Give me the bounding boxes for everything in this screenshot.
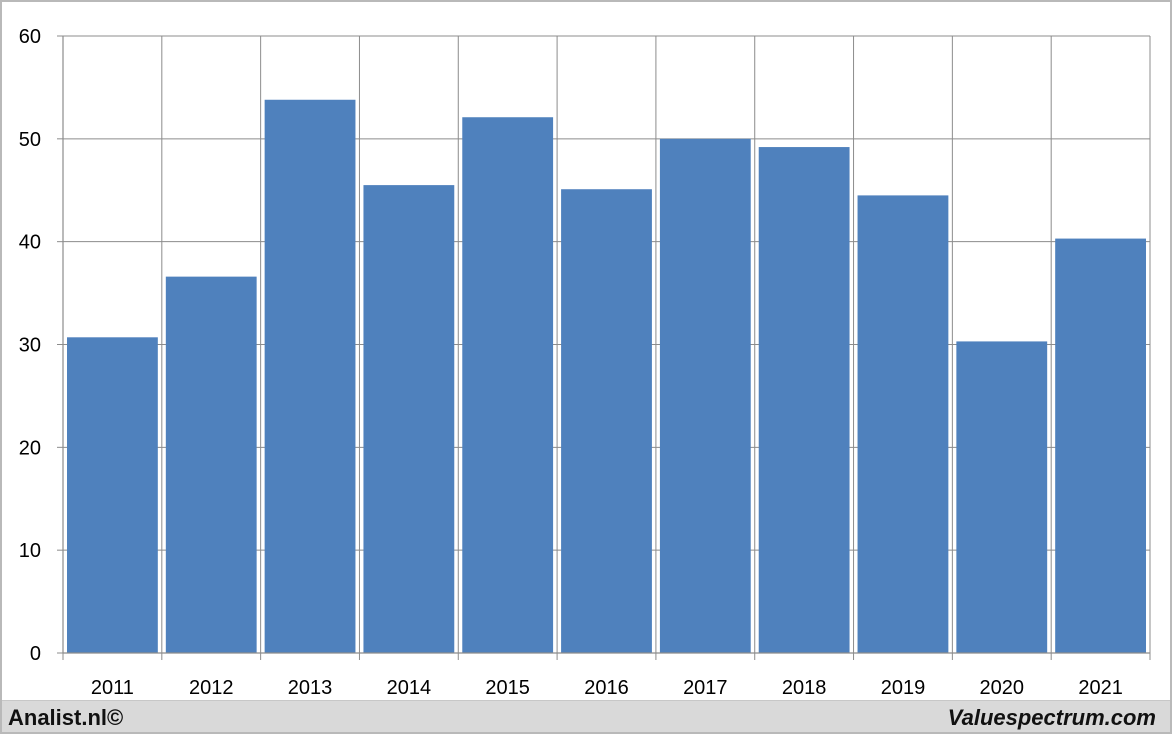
y-tick-label: 60 (19, 26, 41, 48)
bar-2014 (363, 185, 455, 653)
x-tick-label: 2020 (980, 677, 1025, 699)
y-tick-label: 0 (30, 643, 41, 665)
bar-2013 (264, 99, 356, 654)
x-tick-label: 2016 (584, 677, 629, 699)
y-tick-label: 30 (19, 335, 41, 357)
x-tick-label: 2017 (683, 677, 728, 699)
bar-2018 (758, 147, 850, 653)
x-tick-label: 2013 (288, 677, 333, 699)
x-tick-label: 2015 (485, 677, 530, 699)
bar-2019 (857, 195, 949, 653)
footer-bar: Analist.nl© Valuespectrum.com (2, 700, 1170, 732)
bar-layer (67, 99, 1146, 654)
x-tick-label: 2011 (91, 677, 134, 699)
bar-2020 (956, 341, 1048, 653)
x-tick-label: 2014 (387, 677, 432, 699)
y-tick-label: 20 (19, 437, 41, 459)
bar-2011 (67, 337, 158, 653)
x-tick-label: 2021 (1078, 677, 1123, 699)
y-tick-label: 40 (19, 232, 41, 254)
axis-layer (57, 35, 1151, 660)
bar-2012 (165, 276, 257, 653)
x-tick-label: 2012 (189, 677, 234, 699)
analist-credit: Analist.nl© (8, 705, 124, 730)
label-layer: 0 10 20 30 40 50 60 2011 2012 2013 2014 2015 2016 201… (19, 26, 1123, 699)
y-tick-label: 10 (19, 540, 41, 562)
valuespectrum-credit: Valuespectrum.com (947, 705, 1156, 730)
y-tick-label: 50 (19, 129, 41, 151)
bar-2021 (1055, 238, 1146, 653)
x-tick-label: 2018 (782, 677, 827, 699)
x-tick-label: 2019 (881, 677, 926, 699)
bar-2016 (561, 189, 652, 653)
bar-chart: 0 10 20 30 40 50 60 2011 2012 2013 2014 2015 2016 201… (19, 26, 1151, 699)
bar-2017 (659, 138, 751, 654)
bar-2015 (462, 117, 554, 653)
